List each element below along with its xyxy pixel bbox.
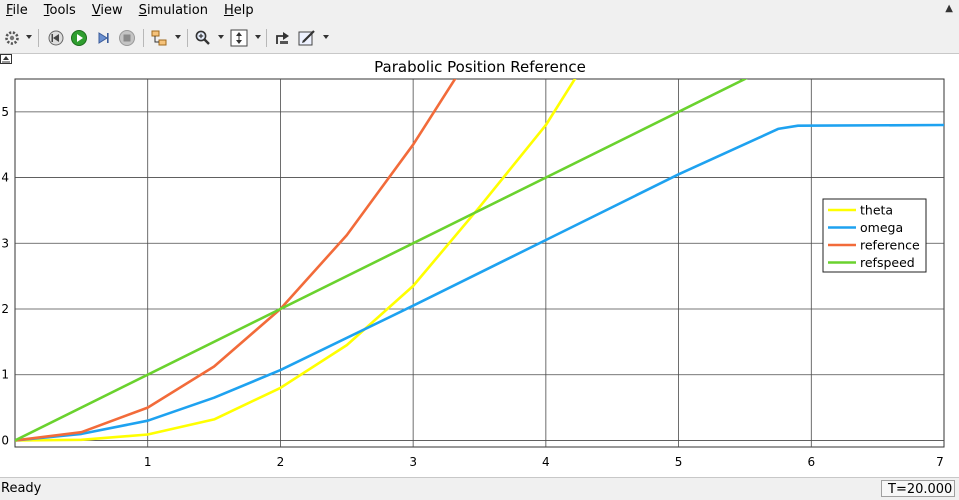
toolbar-separator	[143, 29, 144, 47]
step-forward-icon[interactable]	[93, 27, 113, 49]
y-tick-label: 5	[1, 105, 9, 119]
x-tick-label: 1	[144, 455, 152, 469]
series-group	[15, 79, 944, 442]
toolbar-separator	[266, 29, 267, 47]
toolbar-separator	[38, 29, 39, 47]
status-text: Ready	[1, 481, 42, 496]
zoom-icon[interactable]	[193, 27, 213, 49]
legend-label-reference: reference	[860, 238, 920, 253]
stop-icon[interactable]	[117, 27, 137, 49]
x-tick-label: 3	[409, 455, 417, 469]
simulation-time: T=20.000	[881, 480, 955, 497]
y-tick-label: 0	[1, 433, 9, 447]
y-tick-label: 3	[1, 236, 9, 250]
highlight-block-icon[interactable]	[149, 27, 171, 49]
collapse-menu-icon[interactable]: ▲	[945, 3, 953, 14]
legend-label-omega: omega	[860, 220, 903, 235]
chart-svg: Parabolic Position Reference 1 2 3 4 5 6 7 0 1 2 3…	[1, 58, 945, 469]
menu-view[interactable]: View	[91, 3, 123, 18]
toolbar	[0, 22, 959, 54]
x-tick-label: 2	[277, 455, 285, 469]
autoscale-icon[interactable]	[228, 27, 250, 49]
status-bar: Ready T=20.000	[0, 477, 959, 500]
series-line-reference	[15, 79, 457, 442]
chart-title: Parabolic Position Reference	[374, 58, 586, 76]
y-tick-label: 1	[1, 368, 9, 382]
x-tick-label: 4	[542, 455, 550, 469]
autoscale-dropdown-icon[interactable]	[255, 35, 261, 39]
toolbar-separator	[187, 29, 188, 47]
menu-tools[interactable]: Tools	[43, 3, 76, 18]
x-tick-label: 7	[936, 455, 944, 469]
legend: theta omega reference refspeed	[822, 198, 927, 273]
x-tick-label: 5	[675, 455, 683, 469]
legend-label-refspeed: refspeed	[860, 255, 915, 270]
gear-icon[interactable]	[3, 27, 21, 49]
legend-label-theta: theta	[860, 203, 893, 218]
restore-icon[interactable]	[272, 27, 294, 49]
style-icon[interactable]	[296, 27, 318, 49]
series-line-omega	[15, 123, 944, 442]
highlight-dropdown-icon[interactable]	[175, 35, 181, 39]
plot-axes-box	[14, 78, 945, 448]
zoom-dropdown-icon[interactable]	[218, 35, 224, 39]
style-dropdown-icon[interactable]	[323, 35, 329, 39]
y-tick-label: 4	[1, 171, 9, 185]
menu-help[interactable]: Help	[223, 3, 254, 18]
undock-icon[interactable]	[0, 54, 12, 64]
x-tick-label: 6	[807, 455, 815, 469]
gear-dropdown-icon[interactable]	[26, 35, 32, 39]
scope-plot-area: Parabolic Position Reference 1 2 3 4 5 6 7 0 1 2 3…	[0, 54, 959, 477]
series-line-theta	[15, 79, 577, 442]
menu-bar: File Tools View Simulation Help ▲	[0, 0, 959, 22]
run-icon[interactable]	[69, 27, 89, 49]
menu-file[interactable]: File	[6, 3, 28, 18]
series-line-refspeed	[15, 79, 748, 442]
menu-simulation[interactable]: Simulation	[138, 3, 208, 18]
step-back-icon[interactable]	[46, 27, 66, 49]
y-tick-label: 2	[1, 302, 9, 316]
